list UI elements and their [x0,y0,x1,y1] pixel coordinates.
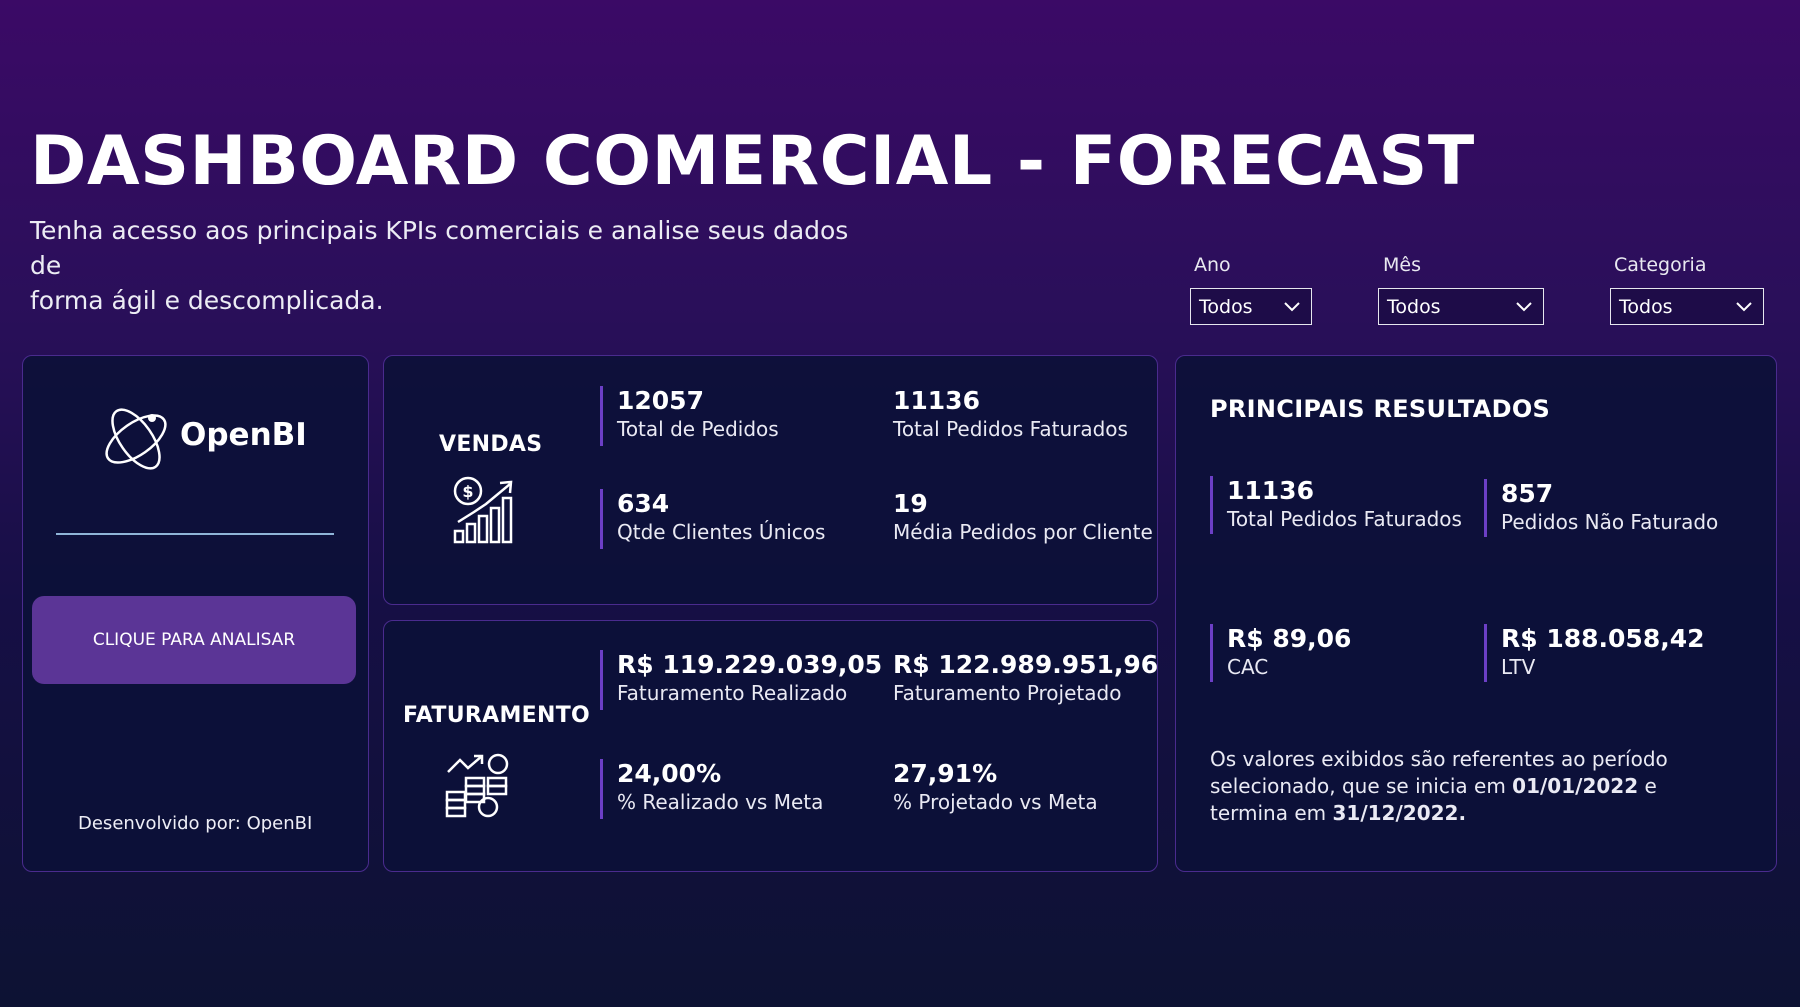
page-subtitle: Tenha acesso aos principais KPIs comerci… [30,213,870,318]
kpi-faturamento-realizado: R$ 119.229.039,05 Faturamento Realizado [600,650,882,710]
kpi-value: 11136 [1227,476,1314,505]
kpi-clientes-unicos: 634 Qtde Clientes Únicos [600,489,825,549]
page-title: DASHBOARD COMERCIAL - FORECAST [30,122,1475,201]
kpi-cac: R$ 89,06 CAC [1210,624,1351,682]
filter-mes-value: Todos [1387,295,1441,318]
kpi-label: Total Pedidos Faturados [1227,507,1462,531]
kpi-total-pedidos-faturados: 11136 Total Pedidos Faturados [876,386,1128,442]
vendas-card [383,355,1158,605]
filter-mes-select[interactable]: Todos [1378,288,1544,325]
kpi-label: % Realizado vs Meta [617,790,824,814]
sales-growth-icon: $ [453,476,513,544]
filter-categoria-value: Todos [1619,295,1673,318]
kpi-label: Total Pedidos Faturados [893,417,1128,441]
kpi-label: Faturamento Realizado [617,681,848,705]
kpi-value: 24,00% [617,759,722,788]
chevron-down-icon [1284,301,1300,311]
kpi-projetado-vs-meta: 27,91% % Projetado vs Meta [876,759,1098,815]
note-text-1: Os valores exibidos são referentes ao pe… [1210,747,1668,798]
vendas-title: VENDAS [439,432,543,457]
chevron-down-icon [1516,301,1532,311]
kpi-value: 27,91% [893,759,998,788]
kpi-value: 11136 [893,386,980,415]
filter-categoria-select[interactable]: Todos [1610,288,1764,325]
kpi-label: Faturamento Projetado [893,681,1122,705]
kpi-ltv: R$ 188.058,42 LTV [1484,624,1705,682]
analyze-button[interactable]: CLIQUE PARA ANALISAR [32,596,356,684]
kpi-faturamento-projetado: R$ 122.989.951,96 Faturamento Projetado [876,650,1158,706]
kpi-value: 19 [893,489,928,518]
revenue-coins-icon [445,753,509,818]
note-end-date: 31/12/2022. [1332,801,1467,825]
kpi-pedidos-nao-faturado: 857 Pedidos Não Faturado [1484,479,1718,537]
openbi-logo-icon [105,408,167,470]
kpi-label: CAC [1227,655,1269,679]
filter-categoria-label: Categoria [1614,254,1707,276]
svg-text:$: $ [462,482,473,501]
kpi-value: R$ 188.058,42 [1501,624,1705,653]
filter-mes-label: Mês [1383,254,1421,276]
resultados-title: PRINCIPAIS RESULTADOS [1210,395,1551,423]
faturamento-card [383,620,1158,872]
brand-divider [56,533,334,535]
chevron-down-icon [1736,301,1752,311]
note-start-date: 01/01/2022 [1512,774,1639,798]
kpi-label: LTV [1501,655,1536,679]
kpi-label: % Projetado vs Meta [893,790,1098,814]
note-text-2: e termina em [1210,774,1657,825]
kpi-value: R$ 122.989.951,96 [893,650,1159,679]
kpi-value: R$ 119.229.039,05 [617,650,883,679]
period-note: Os valores exibidos são referentes ao pe… [1210,746,1680,827]
resultados-card [1175,355,1777,872]
kpi-pedidos-faturados: 11136 Total Pedidos Faturados [1210,476,1462,534]
filter-ano-label: Ano [1194,254,1231,276]
kpi-media-pedidos: 19 Média Pedidos por Cliente [876,489,1153,545]
kpi-value: 857 [1501,479,1554,508]
kpi-value: 12057 [617,386,704,415]
kpi-label: Pedidos Não Faturado [1501,510,1719,534]
kpi-label: Média Pedidos por Cliente [893,520,1153,544]
subtitle-line-1: Tenha acesso aos principais KPIs comerci… [30,216,849,280]
kpi-total-pedidos: 12057 Total de Pedidos [600,386,779,446]
subtitle-line-2: forma ágil e descomplicada. [30,286,384,315]
brand-logo-text: OpenBI [180,417,307,453]
kpi-realizado-vs-meta: 24,00% % Realizado vs Meta [600,759,823,819]
faturamento-title: FATURAMENTO [403,703,591,728]
kpi-value: R$ 89,06 [1227,624,1352,653]
filter-ano-select[interactable]: Todos [1190,288,1312,325]
kpi-value: 634 [617,489,670,518]
filter-ano-value: Todos [1199,295,1253,318]
kpi-label: Qtde Clientes Únicos [617,520,826,544]
kpi-label: Total de Pedidos [617,417,779,441]
developed-by-text: Desenvolvido por: OpenBI [78,813,313,834]
